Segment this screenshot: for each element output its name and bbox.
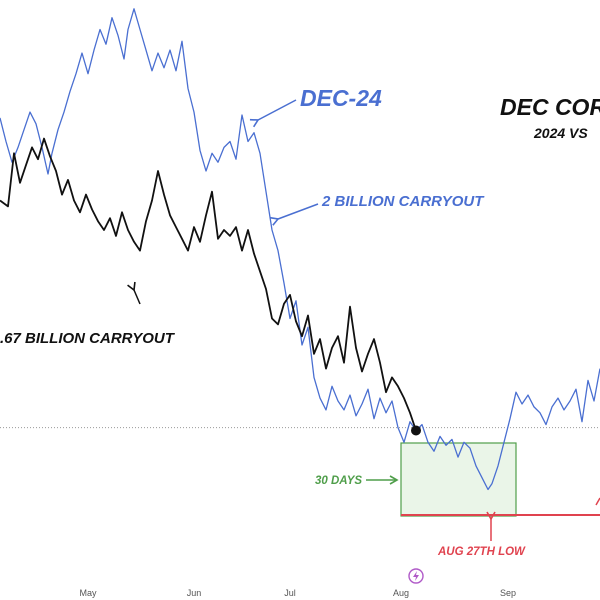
thirty-day-box: [400, 442, 517, 517]
x-tick-label: Jun: [187, 588, 202, 598]
chart-subtitle: 2024 VS: [533, 125, 588, 141]
carryout-167-arrow: [127, 281, 141, 305]
x-tick-label: Sep: [500, 588, 516, 598]
x-tick-label: Jul: [284, 588, 296, 598]
dec24-arrow: [249, 99, 297, 128]
series-line-dec24: [0, 8, 600, 491]
chart-title: DEC COR: [500, 94, 600, 120]
lightning-bolt-icon: [408, 568, 424, 584]
thirty-days-label: 30 DAYS: [315, 475, 362, 487]
x-tick-label: Aug: [393, 588, 409, 598]
carryout-167-label: .67 BILLION CARRYOUT: [0, 330, 176, 347]
offscreen-red-arrow: [595, 497, 600, 506]
series-end-marker: [411, 425, 421, 436]
dec24-label: DEC-24: [300, 85, 382, 111]
aug-low-label: AUG 27TH LOW: [437, 546, 526, 558]
series-line-dec23: [0, 137, 417, 431]
x-tick-label: May: [79, 588, 97, 598]
carryout-2b-label: 2 BILLION CARRYOUT: [321, 193, 485, 210]
carryout-2b-arrow: [269, 203, 319, 226]
